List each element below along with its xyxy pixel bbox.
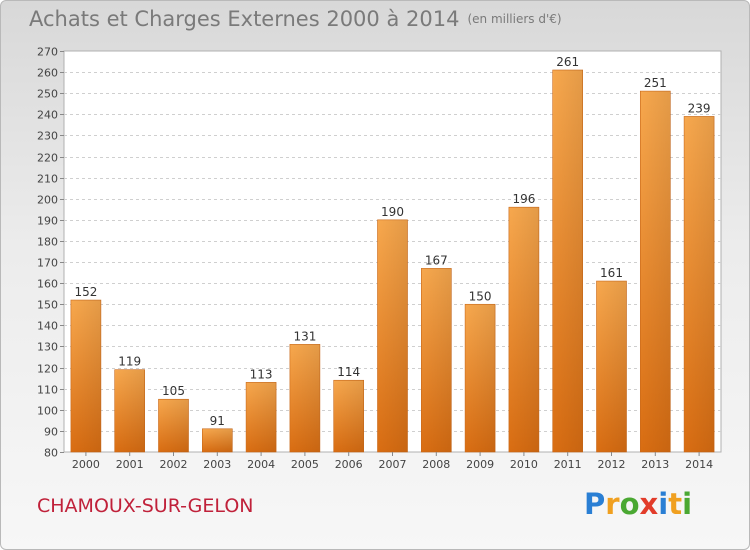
y-tick-label: 120 (37, 363, 58, 376)
y-tick-label: 240 (37, 109, 58, 122)
logo-letter: o (619, 487, 640, 521)
y-tick-label: 190 (37, 215, 58, 228)
y-tick-label: 160 (37, 278, 58, 291)
bar-shade (202, 428, 233, 452)
x-tick-label: 2012 (598, 458, 626, 471)
bar-shade (596, 281, 627, 452)
bar-shade (70, 300, 101, 452)
y-tick-label: 260 (37, 67, 58, 80)
y-tick-label: 210 (37, 173, 58, 186)
bar-value-label: 113 (250, 367, 273, 381)
bar-shade (114, 369, 145, 452)
y-tick-label: 150 (37, 299, 58, 312)
chart-unit: (en milliers d'€) (467, 12, 562, 26)
y-tick-label: 140 (37, 320, 58, 333)
bar-value-label: 91 (210, 414, 225, 428)
bar-value-label: 239 (688, 101, 711, 115)
chart-title-text: Achats et Charges Externes 2000 à 2014 (29, 7, 460, 31)
city-name: CHAMOUX-SUR-GELON (37, 495, 254, 517)
bar-shade (640, 91, 671, 452)
y-tick-label: 130 (37, 341, 58, 354)
bar-value-label: 152 (74, 285, 97, 299)
x-tick-label: 2001 (116, 458, 144, 471)
x-tick-label: 2005 (291, 458, 319, 471)
x-tick-label: 2010 (510, 458, 538, 471)
logo-letter: t (668, 487, 683, 521)
x-tick-label: 2006 (335, 458, 363, 471)
bar-shade (508, 207, 539, 452)
bar-shade (246, 382, 277, 452)
bars: 152 119 105 91 113 131 114 190 167 150 196 261 161 25… (70, 55, 715, 453)
logo-letter: i (658, 487, 669, 521)
bar-value-label: 105 (162, 384, 185, 398)
x-tick-label: 2008 (422, 458, 450, 471)
bar-value-label: 190 (381, 205, 404, 219)
x-tick-label: 2000 (72, 458, 100, 471)
y-tick-label: 100 (37, 405, 58, 418)
bar-value-label: 161 (600, 266, 623, 280)
bar-shade (158, 399, 189, 452)
proxiti-logo: Proxiti (584, 487, 692, 521)
y-tick-label: 80 (44, 447, 58, 460)
bar-value-label: 131 (293, 329, 316, 343)
chart-title: Achats et Charges Externes 2000 à 2014 (e… (29, 7, 562, 31)
x-tick-label: 2004 (247, 458, 275, 471)
logo-letter: r (605, 487, 620, 521)
y-tick-label: 170 (37, 257, 58, 270)
bar-shade (377, 219, 408, 452)
bar-value-label: 251 (644, 76, 667, 90)
y-tick-label: 200 (37, 194, 58, 207)
y-tick-label: 250 (37, 88, 58, 101)
x-axis: 2000 2001 2002 2003 2004 2005 2006 2007 2008 2009… (72, 452, 713, 471)
x-tick-label: 2002 (160, 458, 188, 471)
bar-value-label: 119 (118, 355, 141, 369)
bar-shade (465, 304, 496, 452)
y-axis: 80 90 100 110 120 130 140 150 160 170 180 190 200 210… (37, 46, 64, 460)
x-tick-label: 2007 (379, 458, 407, 471)
y-tick-label: 270 (37, 46, 58, 59)
logo-letter: P (584, 487, 606, 521)
x-tick-label: 2003 (203, 458, 231, 471)
bar-shade (333, 380, 364, 452)
x-tick-label: 2014 (685, 458, 713, 471)
bar-shade (552, 69, 583, 452)
x-tick-label: 2011 (554, 458, 582, 471)
logo-letter: x (639, 487, 659, 521)
y-tick-label: 180 (37, 236, 58, 249)
bar-shade (421, 268, 452, 452)
bar-value-label: 167 (425, 253, 448, 267)
y-tick-label: 110 (37, 384, 58, 397)
bar-value-label: 114 (337, 365, 360, 379)
x-tick-label: 2009 (466, 458, 494, 471)
y-tick-label: 220 (37, 152, 58, 165)
logo-letter: i (682, 487, 693, 521)
bar-value-label: 261 (556, 55, 579, 69)
bar-value-label: 196 (512, 192, 535, 206)
y-tick-label: 230 (37, 130, 58, 143)
y-tick-label: 90 (44, 426, 58, 439)
bar-shade (289, 344, 320, 452)
x-tick-label: 2013 (641, 458, 669, 471)
bar-value-label: 150 (469, 289, 492, 303)
bar-shade (684, 116, 715, 452)
